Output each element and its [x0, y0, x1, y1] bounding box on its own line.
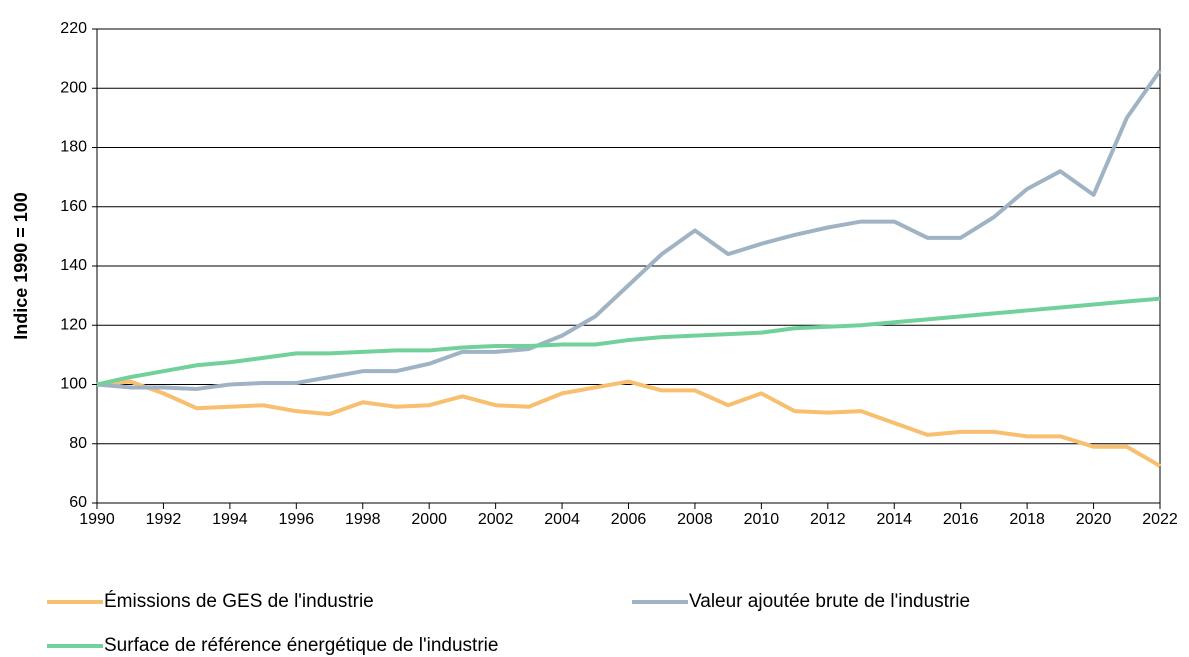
- plot-border: [96, 28, 1161, 504]
- x-tick-label: 2006: [611, 511, 647, 528]
- x-tick-label: 2010: [744, 511, 780, 528]
- x-tick-label: 1998: [345, 511, 381, 528]
- y-tick-label: 100: [60, 376, 87, 393]
- y-tick-label: 120: [60, 316, 87, 333]
- x-tick-label: 1996: [279, 511, 315, 528]
- x-tick-label: 2012: [810, 511, 846, 528]
- x-tick-label: 2004: [544, 511, 580, 528]
- y-axis-label: Indice 1990 = 100: [11, 192, 31, 340]
- x-tick-label: 2002: [478, 511, 514, 528]
- x-tick-label: 2022: [1142, 511, 1178, 528]
- legend-label: Émissions de GES de l'industrie: [104, 591, 374, 612]
- series-line: [96, 379, 1162, 468]
- legend-label: Valeur ajoutée brute de l'industrie: [689, 591, 970, 612]
- legend-label: Surface de référence énergétique de l'in…: [104, 635, 498, 656]
- y-tick-label: 160: [60, 198, 87, 215]
- x-tick-label: 2020: [1076, 511, 1112, 528]
- y-tick-label: 180: [60, 139, 87, 156]
- y-tick-label: 60: [69, 494, 87, 511]
- series-line: [96, 296, 1161, 387]
- x-tick-label: 2016: [943, 511, 979, 528]
- y-tick-label: 200: [60, 79, 87, 96]
- y-tick-label: 80: [69, 435, 87, 452]
- y-tick-label: 220: [60, 20, 87, 37]
- x-tick-label: 2018: [1009, 511, 1045, 528]
- x-tick-label: 2008: [677, 511, 713, 528]
- x-tick-label: 1994: [212, 511, 248, 528]
- x-tick-label: 2000: [411, 511, 447, 528]
- y-tick-label: 140: [60, 257, 87, 274]
- series-line: [96, 69, 1162, 391]
- x-tick-label: 1990: [79, 511, 115, 528]
- x-tick-label: 1992: [146, 511, 182, 528]
- x-tick-label: 2014: [876, 511, 912, 528]
